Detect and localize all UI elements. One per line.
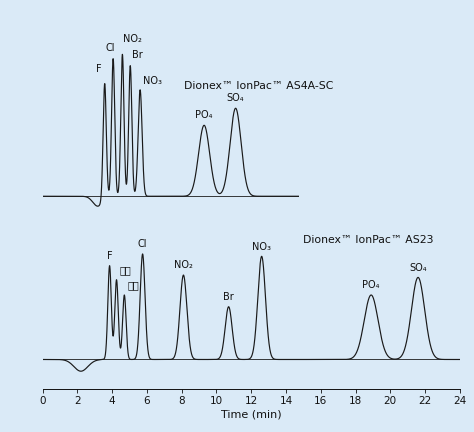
Text: 폰산: 폰산 (120, 265, 132, 275)
Text: F: F (96, 64, 101, 74)
Text: NO₂: NO₂ (123, 35, 142, 44)
Text: 초산: 초산 (128, 280, 139, 290)
Text: NO₃: NO₃ (252, 241, 271, 251)
Text: Dionex™ IonPac™ AS23: Dionex™ IonPac™ AS23 (303, 235, 434, 245)
Text: NO₂: NO₂ (174, 260, 193, 270)
Text: Cl: Cl (105, 43, 115, 53)
Text: PO₄: PO₄ (363, 280, 380, 290)
Text: F: F (107, 251, 112, 261)
Text: Br: Br (223, 292, 234, 302)
Text: SO₄: SO₄ (409, 263, 427, 273)
Text: PO₄: PO₄ (195, 110, 213, 120)
Text: NO₃: NO₃ (143, 76, 162, 86)
X-axis label: Time (min): Time (min) (221, 410, 282, 420)
Text: Br: Br (132, 50, 143, 60)
Text: Dionex™ IonPac™ AS4A-SC: Dionex™ IonPac™ AS4A-SC (184, 80, 334, 91)
Text: Cl: Cl (138, 239, 147, 249)
Text: SO₄: SO₄ (227, 92, 245, 102)
